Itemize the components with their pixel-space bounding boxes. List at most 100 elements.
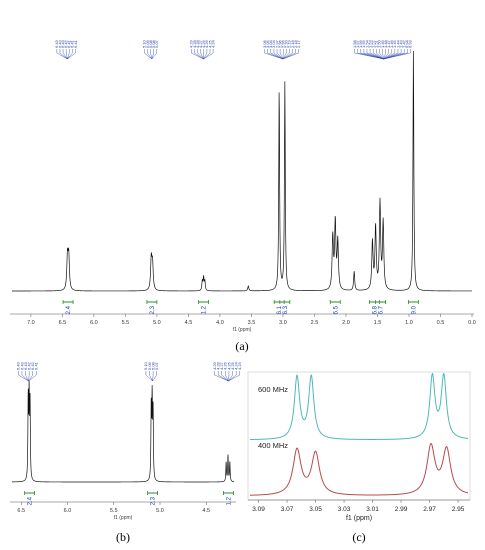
b-peak-connector	[145, 371, 153, 382]
a-peak-label: 1.58	[352, 39, 357, 48]
a-integral-value: 2.3	[150, 305, 156, 314]
a-peak-label: 5.08	[151, 39, 156, 48]
a-peak-connector	[200, 49, 204, 60]
a-peak-connector	[67, 49, 76, 60]
a-peak-connector	[383, 49, 408, 60]
b-peak-label: 6.43	[16, 361, 21, 370]
a-peak-connector	[282, 49, 299, 60]
a-peak-connector	[382, 49, 384, 60]
a-peak-label: 6.41	[67, 39, 72, 48]
a-peak-label: 1.57	[355, 39, 360, 48]
a-peak-label: 4.25	[207, 39, 212, 48]
a-peak-connector	[203, 49, 214, 60]
a-tick-label: 1.0	[405, 320, 413, 326]
a-peak-label: 6.42	[63, 39, 68, 48]
a-peak-connector	[191, 49, 204, 60]
a-integral-labels: 2.4 2.3 1.2 6.1 6.3 6.5 6.8 6.7 9.0	[62, 300, 419, 314]
a-peak-label: 1.56	[358, 39, 363, 48]
a-peak-label: 4.28	[195, 39, 200, 48]
panel-c-field-comparison: 600 MHz 400 MHz 3.09 3.07 3.05 3.03 3.01 2.99 2…	[247, 371, 471, 544]
b-peak-connector	[228, 371, 240, 382]
a-peak-label: 1.43	[398, 39, 403, 48]
a-peak-connector	[144, 49, 153, 60]
c-tick-label: 2.99	[395, 506, 408, 513]
b-peak-connector	[21, 371, 29, 382]
a-peak-label: 1.48	[383, 39, 388, 48]
b-peak-label: 6.43	[19, 361, 24, 370]
a-tick-label: 1.5	[374, 320, 382, 326]
a-peak-connector	[203, 49, 208, 60]
a-tick-label: 6.0	[90, 320, 98, 326]
a-peak-label: 4.27	[198, 39, 203, 48]
b-peak-label: 4.27	[219, 361, 224, 370]
a-tick-label: 2.0	[342, 320, 350, 326]
b-peak-label-groups: 6.436.436.436.426.426.41 5.105.095.085.07…	[16, 361, 242, 382]
a-peak-connector	[372, 49, 384, 60]
a-tick-label: 5.5	[122, 320, 130, 326]
b-peak-connector	[28, 371, 33, 382]
a-peak-connector	[147, 49, 153, 60]
a-peak-label: 5.07	[154, 39, 159, 48]
b-tick-label: 6.0	[64, 508, 72, 514]
a-tick-label: 2.5	[311, 320, 319, 326]
a-peak-connector	[270, 49, 284, 60]
a-peak-label: 6.41	[73, 39, 78, 48]
a-peak-connector	[279, 49, 284, 60]
a-peak-label: 2.18	[293, 39, 298, 48]
a-peak-label-groups: 6.436.436.436.426.416.416.41 5.105.095.08…	[54, 39, 413, 60]
b-panel-label: (b)	[116, 530, 130, 544]
a-peak-connector	[197, 49, 204, 60]
b-tick-label: 5.5	[110, 508, 118, 514]
a-peak-connector	[62, 49, 68, 60]
a-tick-label: 4.0	[216, 320, 224, 326]
b-peak-label: 5.08	[150, 361, 155, 370]
a-peak-label: 6.43	[57, 39, 62, 48]
a-peak-label: 4.29	[189, 39, 194, 48]
a-peak-connector	[59, 49, 68, 60]
b-peak-label: 4.26	[223, 361, 228, 370]
c-tick-label: 3.05	[309, 506, 322, 513]
a-peak-connector	[369, 49, 384, 60]
b-peak-label: 4.26	[226, 361, 231, 370]
a-peak-label: 3.04	[271, 39, 276, 48]
a-peak-label: 3.06	[262, 39, 267, 48]
b-integral-value: 2.3	[151, 496, 157, 505]
a-peak-label: 6.41	[70, 39, 75, 48]
c-tick-label: 3.03	[338, 506, 351, 513]
b-peak-label: 6.42	[30, 361, 35, 370]
b-tick-label: 5.0	[156, 508, 164, 514]
b-peak-connector	[18, 371, 29, 382]
a-peak-connector	[56, 49, 68, 60]
c-tick-label: 3.01	[366, 506, 379, 513]
a-integral-value: 6.1	[277, 305, 283, 314]
a-peak-label: 0.94	[405, 39, 410, 48]
a-peak-label: 1.46	[389, 39, 394, 48]
a-peak-label: 2.20	[284, 39, 289, 48]
b-peak-label: 4.28	[215, 361, 220, 370]
a-peak-connector	[360, 49, 384, 60]
a-peak-connector	[151, 49, 157, 60]
a-tick-label: 5.0	[153, 320, 161, 326]
a-peak-connector	[379, 49, 384, 60]
a-peak-connector	[354, 49, 384, 60]
a-peak-connector	[357, 49, 384, 60]
a-peak-connector	[282, 49, 296, 60]
b-x-ticks: 6.5 6.0 5.5 5.0 4.5	[17, 502, 210, 514]
a-peak-label: 1.50	[377, 39, 382, 48]
a-x-axis-label: f1 (ppm)	[233, 327, 252, 333]
a-peak-label: 4.26	[201, 39, 206, 48]
c-tick-label: 3.09	[252, 506, 265, 513]
a-peak-label: 2.17	[296, 39, 301, 48]
b-peak-connector	[28, 371, 30, 382]
a-peak-label: 6.43	[60, 39, 65, 48]
a-peak-label: 0.93	[408, 39, 413, 48]
a-peak-connector	[383, 49, 396, 60]
a-peak-connector	[383, 49, 405, 60]
a-peak-label: 3.05	[265, 39, 270, 48]
c-series-line	[249, 443, 469, 496]
b-peak-label: 5.07	[154, 361, 159, 370]
a-peak-label: 1.45	[392, 39, 397, 48]
a-peak-connector	[151, 49, 154, 60]
b-integral-labels: 2.4 2.3 1.2	[24, 491, 234, 505]
b-peak-connector	[152, 371, 154, 382]
